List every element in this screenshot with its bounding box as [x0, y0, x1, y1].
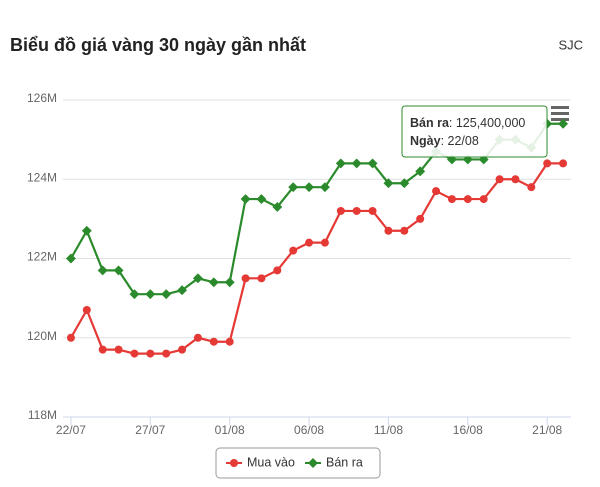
menu-bar: [551, 118, 569, 121]
menu-bar: [551, 106, 569, 109]
y-tick-label: 126M: [27, 91, 57, 105]
y-tick-label: 122M: [27, 250, 57, 264]
data-point: [559, 159, 568, 168]
data-point: [305, 238, 314, 247]
tooltip-line: Bán ra: 125,400,000: [410, 116, 525, 130]
x-tick-label: 16/08: [453, 423, 483, 437]
data-point: [146, 349, 155, 358]
data-point: [288, 182, 299, 193]
data-point: [336, 206, 345, 215]
data-point: [209, 337, 218, 346]
data-point: [384, 226, 393, 235]
data-point: [273, 266, 282, 275]
data-point: [447, 195, 456, 204]
tooltip-value: : 22/08: [441, 134, 479, 148]
x-tick-label: 22/07: [56, 423, 86, 437]
data-point: [114, 345, 123, 354]
data-point: [66, 333, 75, 342]
x-tick-label: 06/08: [294, 423, 324, 437]
data-point: [161, 289, 172, 300]
chart-title: Biểu đồ giá vàng 30 ngày gần nhất: [10, 35, 306, 55]
data-point: [368, 206, 377, 215]
data-point: [177, 285, 188, 296]
y-tick-label: 118M: [28, 408, 57, 422]
x-tick-label: 21/08: [532, 423, 562, 437]
data-point: [130, 349, 139, 358]
data-point: [82, 306, 91, 315]
data-point: [558, 118, 569, 129]
data-point: [495, 175, 504, 184]
data-point: [416, 214, 425, 223]
data-point: [208, 277, 219, 288]
legend-box: [215, 447, 381, 479]
data-point: [351, 158, 362, 169]
data-point: [225, 337, 234, 346]
legend-label: Mua vào: [247, 455, 295, 469]
data-point: [192, 273, 203, 284]
legend-swatch: [230, 459, 238, 467]
data-point: [463, 195, 472, 204]
x-tick-label: 11/08: [374, 423, 403, 437]
data-point: [304, 182, 315, 193]
data-point: [527, 183, 536, 192]
tooltip-label: Bán ra: [410, 116, 450, 130]
data-point: [162, 349, 171, 358]
data-point: [241, 274, 250, 283]
menu-icon[interactable]: [551, 106, 569, 121]
source-label: SJC: [558, 37, 583, 52]
y-tick-label: 124M: [27, 170, 57, 184]
tooltip-line: Ngày: 22/08: [410, 134, 479, 148]
data-point: [415, 166, 426, 177]
y-tick-label: 120M: [27, 329, 57, 343]
data-point: [400, 226, 409, 235]
data-point: [320, 238, 329, 247]
data-point: [479, 195, 488, 204]
data-point: [193, 333, 202, 342]
data-point: [224, 277, 235, 288]
data-point: [367, 158, 378, 169]
data-point: [319, 182, 330, 193]
x-tick-label: 27/07: [135, 423, 165, 437]
data-point: [352, 206, 361, 215]
data-point: [272, 202, 283, 212]
data-point: [432, 187, 441, 196]
data-point: [98, 345, 107, 354]
data-point: [257, 274, 266, 283]
data-point: [399, 178, 410, 189]
data-point: [511, 175, 520, 184]
menu-bar: [551, 112, 569, 115]
data-point: [289, 246, 298, 255]
legend-label: Bán ra: [326, 455, 363, 469]
data-point: [129, 289, 140, 300]
data-point: [383, 178, 394, 189]
tooltip-box: [401, 105, 548, 158]
data-point: [543, 159, 552, 168]
data-point: [240, 194, 251, 205]
data-point: [145, 289, 156, 300]
tooltip-value: : 125,400,000: [449, 116, 526, 130]
data-point: [178, 345, 187, 354]
legend-swatch: [308, 458, 318, 468]
x-tick-label: 01/08: [215, 423, 245, 437]
data-point: [256, 194, 267, 205]
data-point: [81, 225, 92, 236]
data-point: [335, 158, 346, 169]
tooltip-label: Ngày: [410, 134, 441, 148]
